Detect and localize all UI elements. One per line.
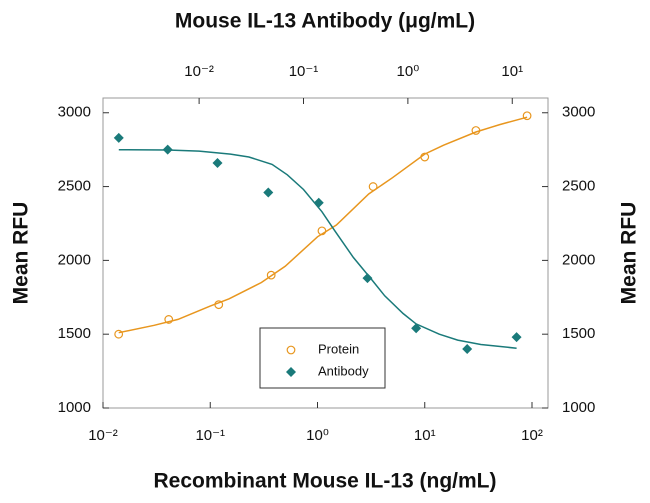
data-point — [411, 323, 422, 334]
data-point — [162, 144, 173, 155]
x-tick-label: 10⁻² — [88, 427, 118, 444]
legend-marker — [286, 367, 296, 377]
data-point — [522, 111, 532, 121]
x2-tick-label: 10⁻² — [184, 63, 214, 80]
x-tick-label: 10² — [521, 427, 543, 444]
x-tick-label: 10⁰ — [306, 427, 329, 444]
data-point — [471, 126, 481, 135]
y2-tick-label: 2500 — [562, 178, 595, 195]
legend-marker — [286, 345, 296, 355]
y2-tick-label: 2000 — [562, 251, 595, 268]
data-point — [263, 187, 274, 198]
y2-tick-label: 1500 — [562, 325, 595, 342]
x-tick-label: 10¹ — [414, 427, 436, 444]
legend-label: Antibody — [318, 363, 369, 378]
data-point — [420, 152, 430, 162]
fit-curve — [118, 116, 528, 334]
data-point — [511, 332, 522, 343]
y-tick-label: 1500 — [58, 325, 91, 342]
data-point — [114, 329, 124, 339]
plot-frame — [102, 97, 549, 409]
y2-tick-label: 1000 — [562, 399, 595, 416]
data-point — [313, 197, 324, 208]
y2-tick-label: 3000 — [562, 104, 595, 121]
legend-box — [259, 327, 386, 389]
y2-axis-label: Mean RFU — [618, 202, 641, 305]
y-tick-label: 2500 — [58, 178, 91, 195]
data-point — [317, 226, 327, 236]
x2-tick-label: 10¹ — [501, 63, 523, 80]
data-point — [164, 315, 174, 324]
y-tick-label: 2000 — [58, 251, 91, 268]
x-tick-label: 10⁻¹ — [195, 427, 225, 444]
x2-tick-label: 10⁰ — [397, 63, 420, 80]
legend-label: Protein — [318, 341, 359, 356]
data-point — [212, 157, 223, 168]
x-axis-label: Recombinant Mouse IL-13 (ng/mL) — [153, 470, 496, 493]
x2-tick-label: 10⁻¹ — [289, 63, 319, 80]
data-point — [462, 343, 473, 354]
data-point — [113, 132, 124, 143]
fit-curve — [118, 148, 517, 349]
y-tick-label: 1000 — [58, 399, 91, 416]
data-point — [266, 270, 276, 280]
chart-title: Mouse IL-13 Antibody (μg/mL) — [175, 10, 475, 33]
y-axis-label: Mean RFU — [10, 202, 33, 305]
data-point — [362, 273, 373, 284]
y-tick-label: 3000 — [58, 104, 91, 121]
data-point — [368, 182, 378, 191]
data-point — [214, 300, 224, 310]
